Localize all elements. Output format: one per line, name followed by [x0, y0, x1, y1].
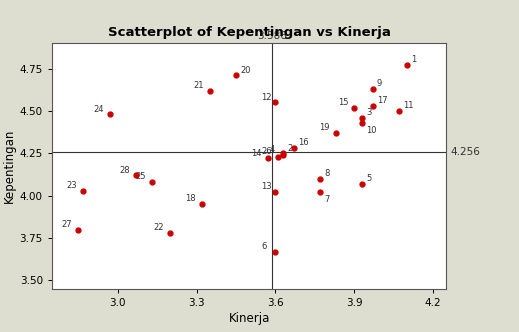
- Text: 5: 5: [366, 174, 372, 183]
- Text: 19: 19: [319, 123, 330, 132]
- Text: 1: 1: [411, 55, 416, 64]
- Text: 23: 23: [67, 181, 77, 190]
- Text: 3.586: 3.586: [257, 31, 286, 41]
- Text: 20: 20: [240, 66, 251, 75]
- Text: 10: 10: [366, 125, 377, 134]
- Text: 9: 9: [377, 79, 382, 88]
- Text: 26: 26: [262, 147, 272, 156]
- Text: 16: 16: [298, 138, 309, 147]
- Text: 7: 7: [324, 195, 330, 204]
- Text: 14: 14: [251, 149, 262, 158]
- Text: 6: 6: [262, 242, 267, 251]
- X-axis label: Kinerja: Kinerja: [228, 312, 270, 325]
- Text: 21: 21: [193, 81, 203, 90]
- Text: 22: 22: [154, 223, 164, 232]
- Text: 28: 28: [119, 166, 130, 175]
- Text: 4: 4: [269, 145, 275, 154]
- Text: 4.256: 4.256: [450, 147, 480, 157]
- Text: 2: 2: [288, 143, 293, 152]
- Title: Scatterplot of Kepentingan vs Kinerja: Scatterplot of Kepentingan vs Kinerja: [107, 26, 391, 39]
- Text: 15: 15: [338, 98, 348, 107]
- Text: 12: 12: [262, 93, 272, 102]
- Text: 3: 3: [366, 108, 372, 117]
- Text: 17: 17: [377, 96, 388, 105]
- Y-axis label: Kepentingan: Kepentingan: [3, 129, 16, 203]
- Text: 8: 8: [324, 169, 330, 178]
- Text: 18: 18: [185, 194, 196, 203]
- Text: 13: 13: [262, 183, 272, 192]
- Text: 27: 27: [62, 220, 72, 229]
- Text: 11: 11: [403, 101, 414, 110]
- Text: 24: 24: [93, 105, 104, 114]
- Text: 25: 25: [135, 172, 146, 181]
